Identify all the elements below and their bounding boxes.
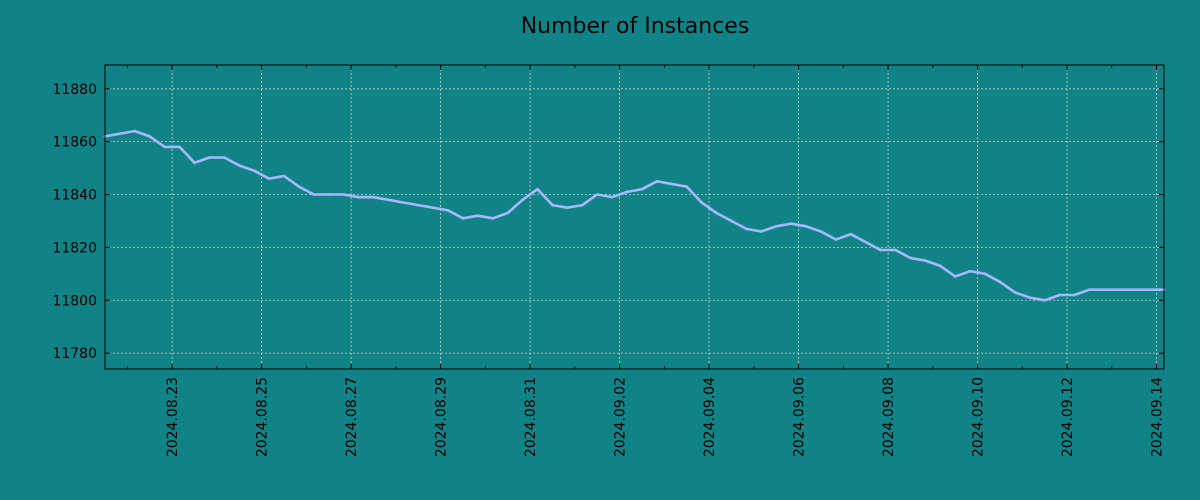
- data-point: [834, 238, 838, 241]
- data-point: [1013, 291, 1017, 294]
- data-point: [208, 156, 211, 159]
- series-line-0: [103, 129, 1166, 302]
- x-tick-label: 2024.09.06: [792, 377, 808, 457]
- data-point: [1043, 298, 1046, 302]
- x-tick-label: 2024.09.04: [702, 377, 718, 457]
- y-tick-label: 11880: [52, 82, 97, 98]
- data-point: [1028, 296, 1032, 299]
- data-point: [491, 217, 495, 220]
- data-point: [402, 201, 405, 204]
- data-point: [1103, 288, 1106, 291]
- data-point: [223, 156, 226, 159]
- data-point: [1117, 288, 1121, 291]
- plot-frame: [104, 64, 1165, 370]
- x-tick-label: 2024.08.31: [523, 377, 539, 457]
- data-point: [536, 187, 539, 191]
- data-point: [1132, 288, 1136, 291]
- x-tick-label: 2024.08.27: [344, 377, 360, 457]
- data-point: [879, 248, 882, 252]
- data-point: [372, 195, 375, 199]
- data-point: [327, 193, 331, 196]
- data-point: [595, 193, 599, 196]
- y-tick-label: 11780: [52, 346, 97, 362]
- axes: [104, 64, 1165, 370]
- data-point: [342, 193, 345, 196]
- data-point: [938, 264, 942, 268]
- data-point: [566, 206, 569, 210]
- data-point: [655, 180, 659, 183]
- data-point: [715, 211, 718, 215]
- data-point: [804, 224, 808, 228]
- data-point: [998, 280, 1002, 284]
- data-point: [357, 195, 360, 199]
- data-point: [730, 219, 733, 223]
- data-point: [551, 203, 554, 207]
- y-tick-label: 11860: [52, 135, 97, 151]
- x-tick-label: 2024.08.25: [255, 377, 271, 457]
- x-tick-label: 2024.09.10: [971, 377, 987, 457]
- data-point: [864, 240, 867, 244]
- data-point: [1088, 288, 1091, 291]
- data-point: [983, 272, 987, 276]
- x-tick-label: 2024.09.14: [1150, 377, 1166, 457]
- data-point: [178, 145, 181, 149]
- y-tick-label: 11800: [52, 293, 97, 309]
- data-point: [252, 169, 256, 173]
- data-point: [297, 185, 301, 188]
- series-layer: [103, 129, 1166, 302]
- data-point: [282, 174, 286, 178]
- grid-lines: [105, 65, 1164, 369]
- data-point: [506, 211, 510, 215]
- data-point: [476, 214, 480, 217]
- data-point: [745, 227, 748, 231]
- data-point: [387, 198, 390, 202]
- data-point: [610, 195, 614, 199]
- data-point: [267, 177, 271, 180]
- data-point: [133, 129, 137, 133]
- data-point: [685, 185, 689, 188]
- data-point: [789, 222, 793, 225]
- data-point: [819, 230, 823, 233]
- data-point: [1147, 288, 1151, 291]
- x-tick-label: 2024.09.02: [613, 377, 629, 457]
- data-point: [163, 145, 166, 149]
- data-point: [431, 206, 435, 210]
- data-point: [924, 259, 927, 262]
- data-point: [446, 209, 450, 212]
- data-point: [700, 201, 703, 204]
- data-point: [118, 132, 122, 136]
- data-point: [193, 161, 196, 165]
- data-point: [1058, 293, 1061, 297]
- data-point: [1073, 293, 1076, 297]
- data-point: [237, 164, 241, 167]
- data-point: [894, 248, 897, 252]
- data-point: [312, 193, 316, 196]
- data-point: [521, 198, 524, 202]
- data-point: [625, 190, 629, 194]
- tick-labels: 2024.08.23 2024.08.25 2024.08.27 2024.08.29…: [52, 82, 1165, 457]
- y-tick-label: 11840: [52, 188, 97, 204]
- data-point: [909, 256, 912, 260]
- x-tick-label: 2024.08.29: [434, 377, 450, 457]
- chart-title: Number of Instances: [520, 14, 750, 39]
- x-tick-label: 2024.09.08: [881, 377, 897, 457]
- data-point: [461, 217, 465, 220]
- data-point: [580, 203, 584, 207]
- data-point: [849, 232, 853, 236]
- data-point: [670, 182, 674, 186]
- data-point: [148, 135, 152, 138]
- data-point: [953, 275, 957, 278]
- x-tick-label: 2024.08.23: [165, 377, 181, 457]
- data-point: [774, 224, 778, 228]
- data-point: [640, 187, 644, 191]
- data-point: [968, 269, 972, 273]
- x-tick-label: 2024.09.12: [1060, 377, 1076, 457]
- data-point: [416, 203, 420, 207]
- data-point: [759, 230, 763, 233]
- y-tick-label: 11820: [52, 240, 97, 256]
